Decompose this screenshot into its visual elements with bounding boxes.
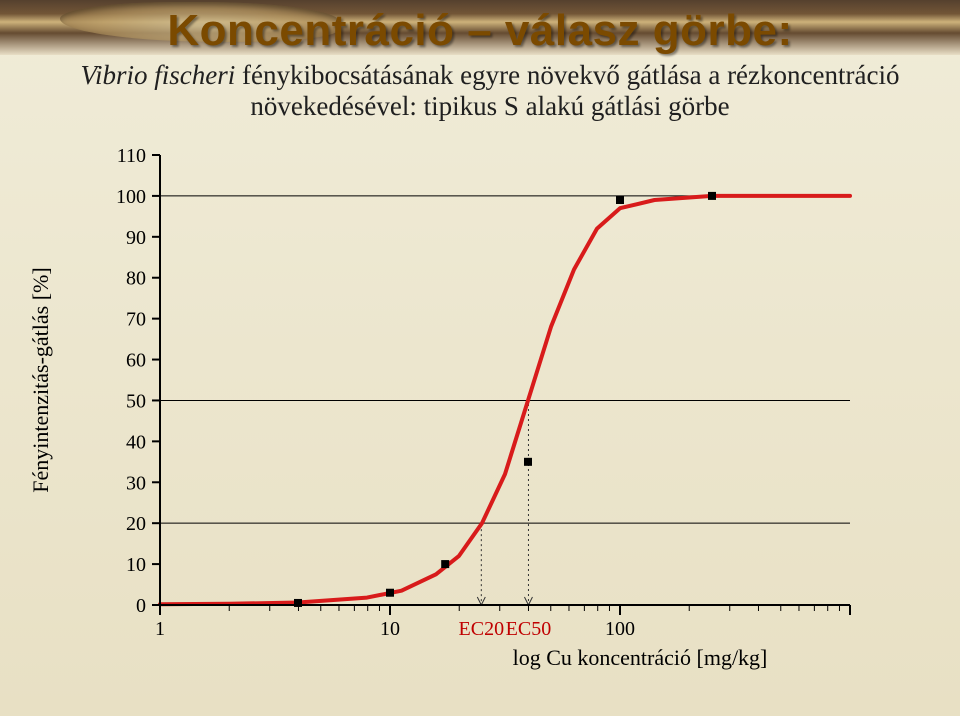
subtitle-text: fénykibocsátásának egyre növekvő gátlása… [235, 60, 899, 121]
svg-text:20: 20 [126, 513, 146, 535]
subtitle-organism: Vibrio fischeri [81, 60, 236, 90]
svg-text:100: 100 [116, 186, 146, 208]
slide-title: Koncentráció – válasz görbe: [0, 6, 960, 56]
chart-svg: 0102030405060708090100110110100EC20EC50F… [20, 145, 940, 705]
slide-subtitle: Vibrio fischeri fénykibocsátásának egyre… [80, 60, 900, 122]
svg-text:80: 80 [126, 268, 146, 290]
svg-text:EC50: EC50 [506, 618, 552, 640]
svg-text:EC20: EC20 [459, 618, 505, 640]
svg-text:50: 50 [126, 390, 146, 412]
svg-text:40: 40 [126, 431, 146, 453]
svg-text:0: 0 [136, 595, 146, 617]
svg-text:110: 110 [117, 145, 146, 167]
svg-text:60: 60 [126, 350, 146, 372]
slide: { "title": "Koncentráció – válasz görbe:… [0, 0, 960, 716]
svg-text:10: 10 [126, 554, 146, 576]
concentration-response-chart: 0102030405060708090100110110100EC20EC50F… [20, 145, 940, 705]
svg-text:1: 1 [155, 618, 165, 640]
svg-text:Fényintenzitás-gátlás [%]: Fényintenzitás-gátlás [%] [28, 267, 53, 492]
svg-text:100: 100 [605, 618, 635, 640]
svg-text:90: 90 [126, 227, 146, 249]
svg-text:30: 30 [126, 472, 146, 494]
svg-text:70: 70 [126, 309, 146, 331]
svg-text:log Cu koncentráció [mg/kg]: log Cu koncentráció [mg/kg] [513, 645, 768, 670]
svg-text:10: 10 [380, 618, 400, 640]
